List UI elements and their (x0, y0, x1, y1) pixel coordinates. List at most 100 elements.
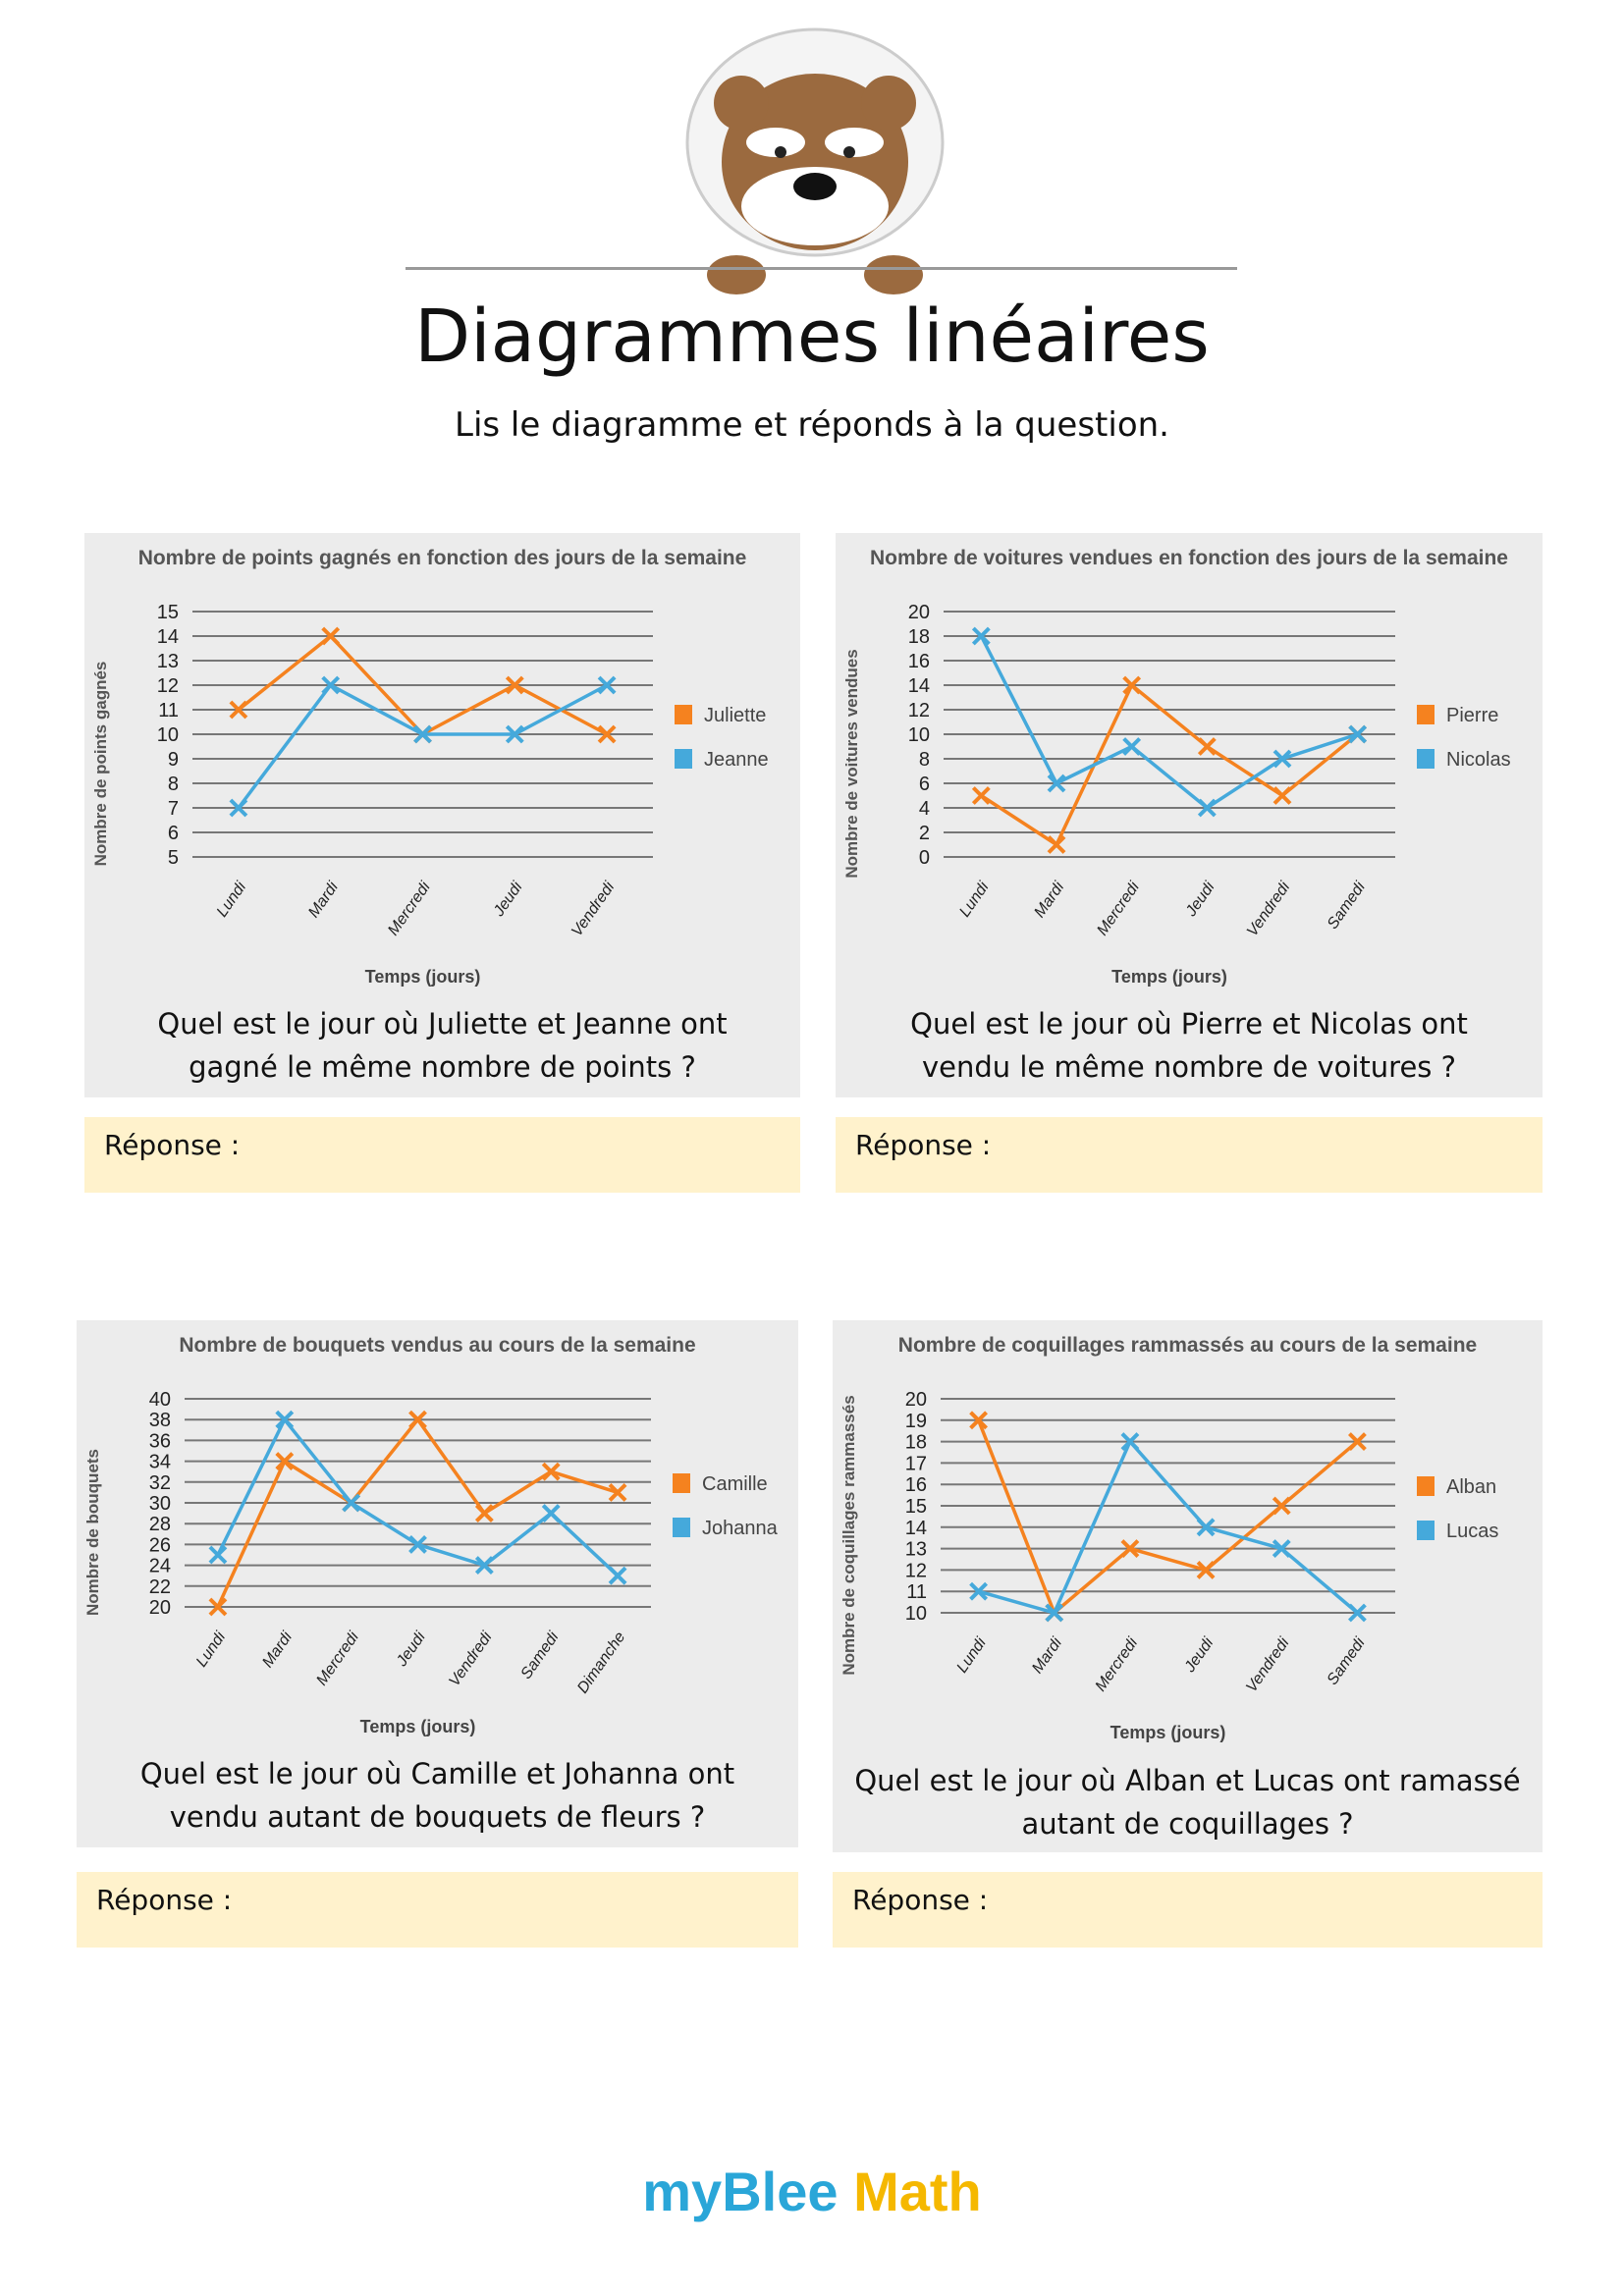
y-tick-label: 11 (906, 1581, 927, 1603)
answer-label: Réponse : (855, 1129, 992, 1161)
data-point-marker (1120, 1432, 1140, 1452)
y-axis-label: Nombre de points gagnés (91, 662, 110, 867)
data-point-marker (1272, 1539, 1291, 1559)
legend-swatch (673, 1518, 690, 1537)
x-tick-label: Vendredi (446, 1629, 496, 1689)
data-point-marker (597, 675, 617, 695)
data-point-marker (1197, 798, 1217, 818)
answer-field-3[interactable]: Réponse : (77, 1872, 798, 1948)
y-tick-label: 15 (157, 602, 179, 623)
answer-field-4[interactable]: Réponse : (833, 1872, 1543, 1948)
data-point-marker (1348, 724, 1368, 744)
legend-swatch (1417, 1521, 1435, 1540)
question-text: Quel est le jour où Camille et Johanna o… (139, 1757, 735, 1834)
y-tick-label: 38 (149, 1410, 171, 1431)
x-tick-label: Mardi (1029, 1634, 1065, 1677)
chart-title: Nombre de voitures vendues en fonction d… (870, 547, 1508, 569)
legend-label: Johanna (702, 1518, 779, 1539)
legend-swatch (1417, 705, 1435, 724)
x-tick-label: Mercredi (385, 879, 434, 938)
data-point-marker (541, 1462, 561, 1481)
y-tick-label: 28 (149, 1514, 171, 1535)
y-tick-label: 9 (168, 749, 179, 771)
x-tick-label: Dimanche (574, 1629, 628, 1696)
data-point-marker (413, 724, 432, 744)
y-tick-label: 8 (919, 749, 930, 771)
x-tick-label: Samedi (1325, 879, 1369, 933)
series-line-camille (216, 1416, 619, 1608)
data-point-marker (229, 700, 248, 720)
answer-field-2[interactable]: Réponse : (836, 1117, 1543, 1193)
chart-title: Nombre de points gagnés en fonction des … (138, 547, 747, 569)
legend-swatch (1417, 1476, 1435, 1496)
y-tick-label: 7 (168, 798, 179, 820)
y-tick-label: 16 (905, 1474, 927, 1496)
data-point-marker (1045, 1603, 1064, 1623)
data-point-marker (505, 675, 524, 695)
data-point-marker (1272, 786, 1292, 805)
y-tick-label: 17 (905, 1453, 927, 1474)
data-point-marker (275, 1410, 295, 1429)
x-tick-label: Jeudi (490, 879, 526, 920)
line-chart: Nombre de bouquets vendus au cours de la… (83, 1334, 779, 1736)
data-point-marker (1272, 749, 1292, 769)
question-text: Quel est le jour où Pierre et Nicolas on… (910, 1007, 1468, 1084)
y-tick-label: 18 (905, 1432, 927, 1454)
line-chart: Nombre de coquillages rammassés au cours… (839, 1334, 1498, 1742)
line-chart: Nombre de points gagnés en fonction des … (91, 547, 769, 987)
data-point-marker (597, 724, 617, 744)
x-tick-label: Samedi (1325, 1634, 1369, 1688)
x-tick-label: Vendredi (1243, 1634, 1293, 1695)
legend-label: Lucas (1446, 1521, 1498, 1542)
answer-field-1[interactable]: Réponse : (84, 1117, 800, 1193)
x-tick-label: Vendredi (568, 879, 619, 939)
y-tick-label: 13 (157, 651, 179, 672)
data-point-marker (342, 1493, 361, 1513)
data-point-marker (505, 724, 524, 744)
data-point-marker (275, 1452, 295, 1471)
line-chart: Nombre de voitures vendues en fonction d… (842, 547, 1511, 987)
data-point-marker (1348, 1603, 1367, 1623)
x-tick-label: Mardi (259, 1629, 296, 1671)
chart-title: Nombre de coquillages rammassés au cours… (898, 1334, 1477, 1357)
x-tick-label: Jeudi (1181, 1634, 1218, 1676)
answer-label: Réponse : (104, 1129, 241, 1161)
x-tick-label: Samedi (517, 1629, 562, 1682)
legend-swatch (675, 749, 692, 769)
x-axis-label: Temps (jours) (365, 967, 481, 987)
y-tick-label: 26 (149, 1534, 171, 1556)
legend-swatch (675, 705, 692, 724)
data-point-marker (1348, 1432, 1367, 1452)
y-tick-label: 18 (908, 626, 930, 648)
y-tick-label: 8 (168, 774, 179, 795)
y-tick-label: 0 (919, 847, 930, 869)
data-point-marker (408, 1410, 427, 1429)
x-tick-label: Jeudi (1182, 879, 1218, 920)
data-point-marker (408, 1534, 427, 1554)
chart-title: Nombre de bouquets vendus au cours de la… (179, 1334, 695, 1357)
legend-label: Jeanne (704, 749, 769, 771)
x-axis-label: Temps (jours) (1111, 967, 1227, 987)
chart-panel-voitures: Nombre de voitures vendues en fonction d… (836, 533, 1543, 1097)
y-tick-label: 6 (919, 774, 930, 795)
x-tick-label: Lundi (956, 879, 993, 920)
y-tick-label: 36 (149, 1430, 171, 1452)
data-point-marker (229, 798, 248, 818)
data-point-marker (1196, 1560, 1216, 1579)
legend-label: Pierre (1446, 705, 1498, 726)
y-tick-label: 15 (905, 1496, 927, 1518)
y-tick-label: 30 (149, 1493, 171, 1515)
legend-label: Nicolas (1446, 749, 1511, 771)
y-tick-label: 32 (149, 1472, 171, 1494)
page-subtitle: Lis le diagramme et réponds à la questio… (455, 405, 1169, 445)
series-line-alban (976, 1419, 1359, 1616)
data-point-marker (1272, 1496, 1291, 1516)
y-tick-label: 12 (157, 675, 179, 697)
y-tick-label: 14 (157, 626, 179, 648)
legend-swatch (1417, 749, 1435, 769)
data-point-marker (1197, 737, 1217, 756)
data-point-marker (608, 1566, 627, 1585)
logo-part2: Math (853, 2161, 982, 2222)
page-title: Diagrammes linéaires (414, 294, 1210, 379)
series-line-pierre (980, 682, 1359, 848)
